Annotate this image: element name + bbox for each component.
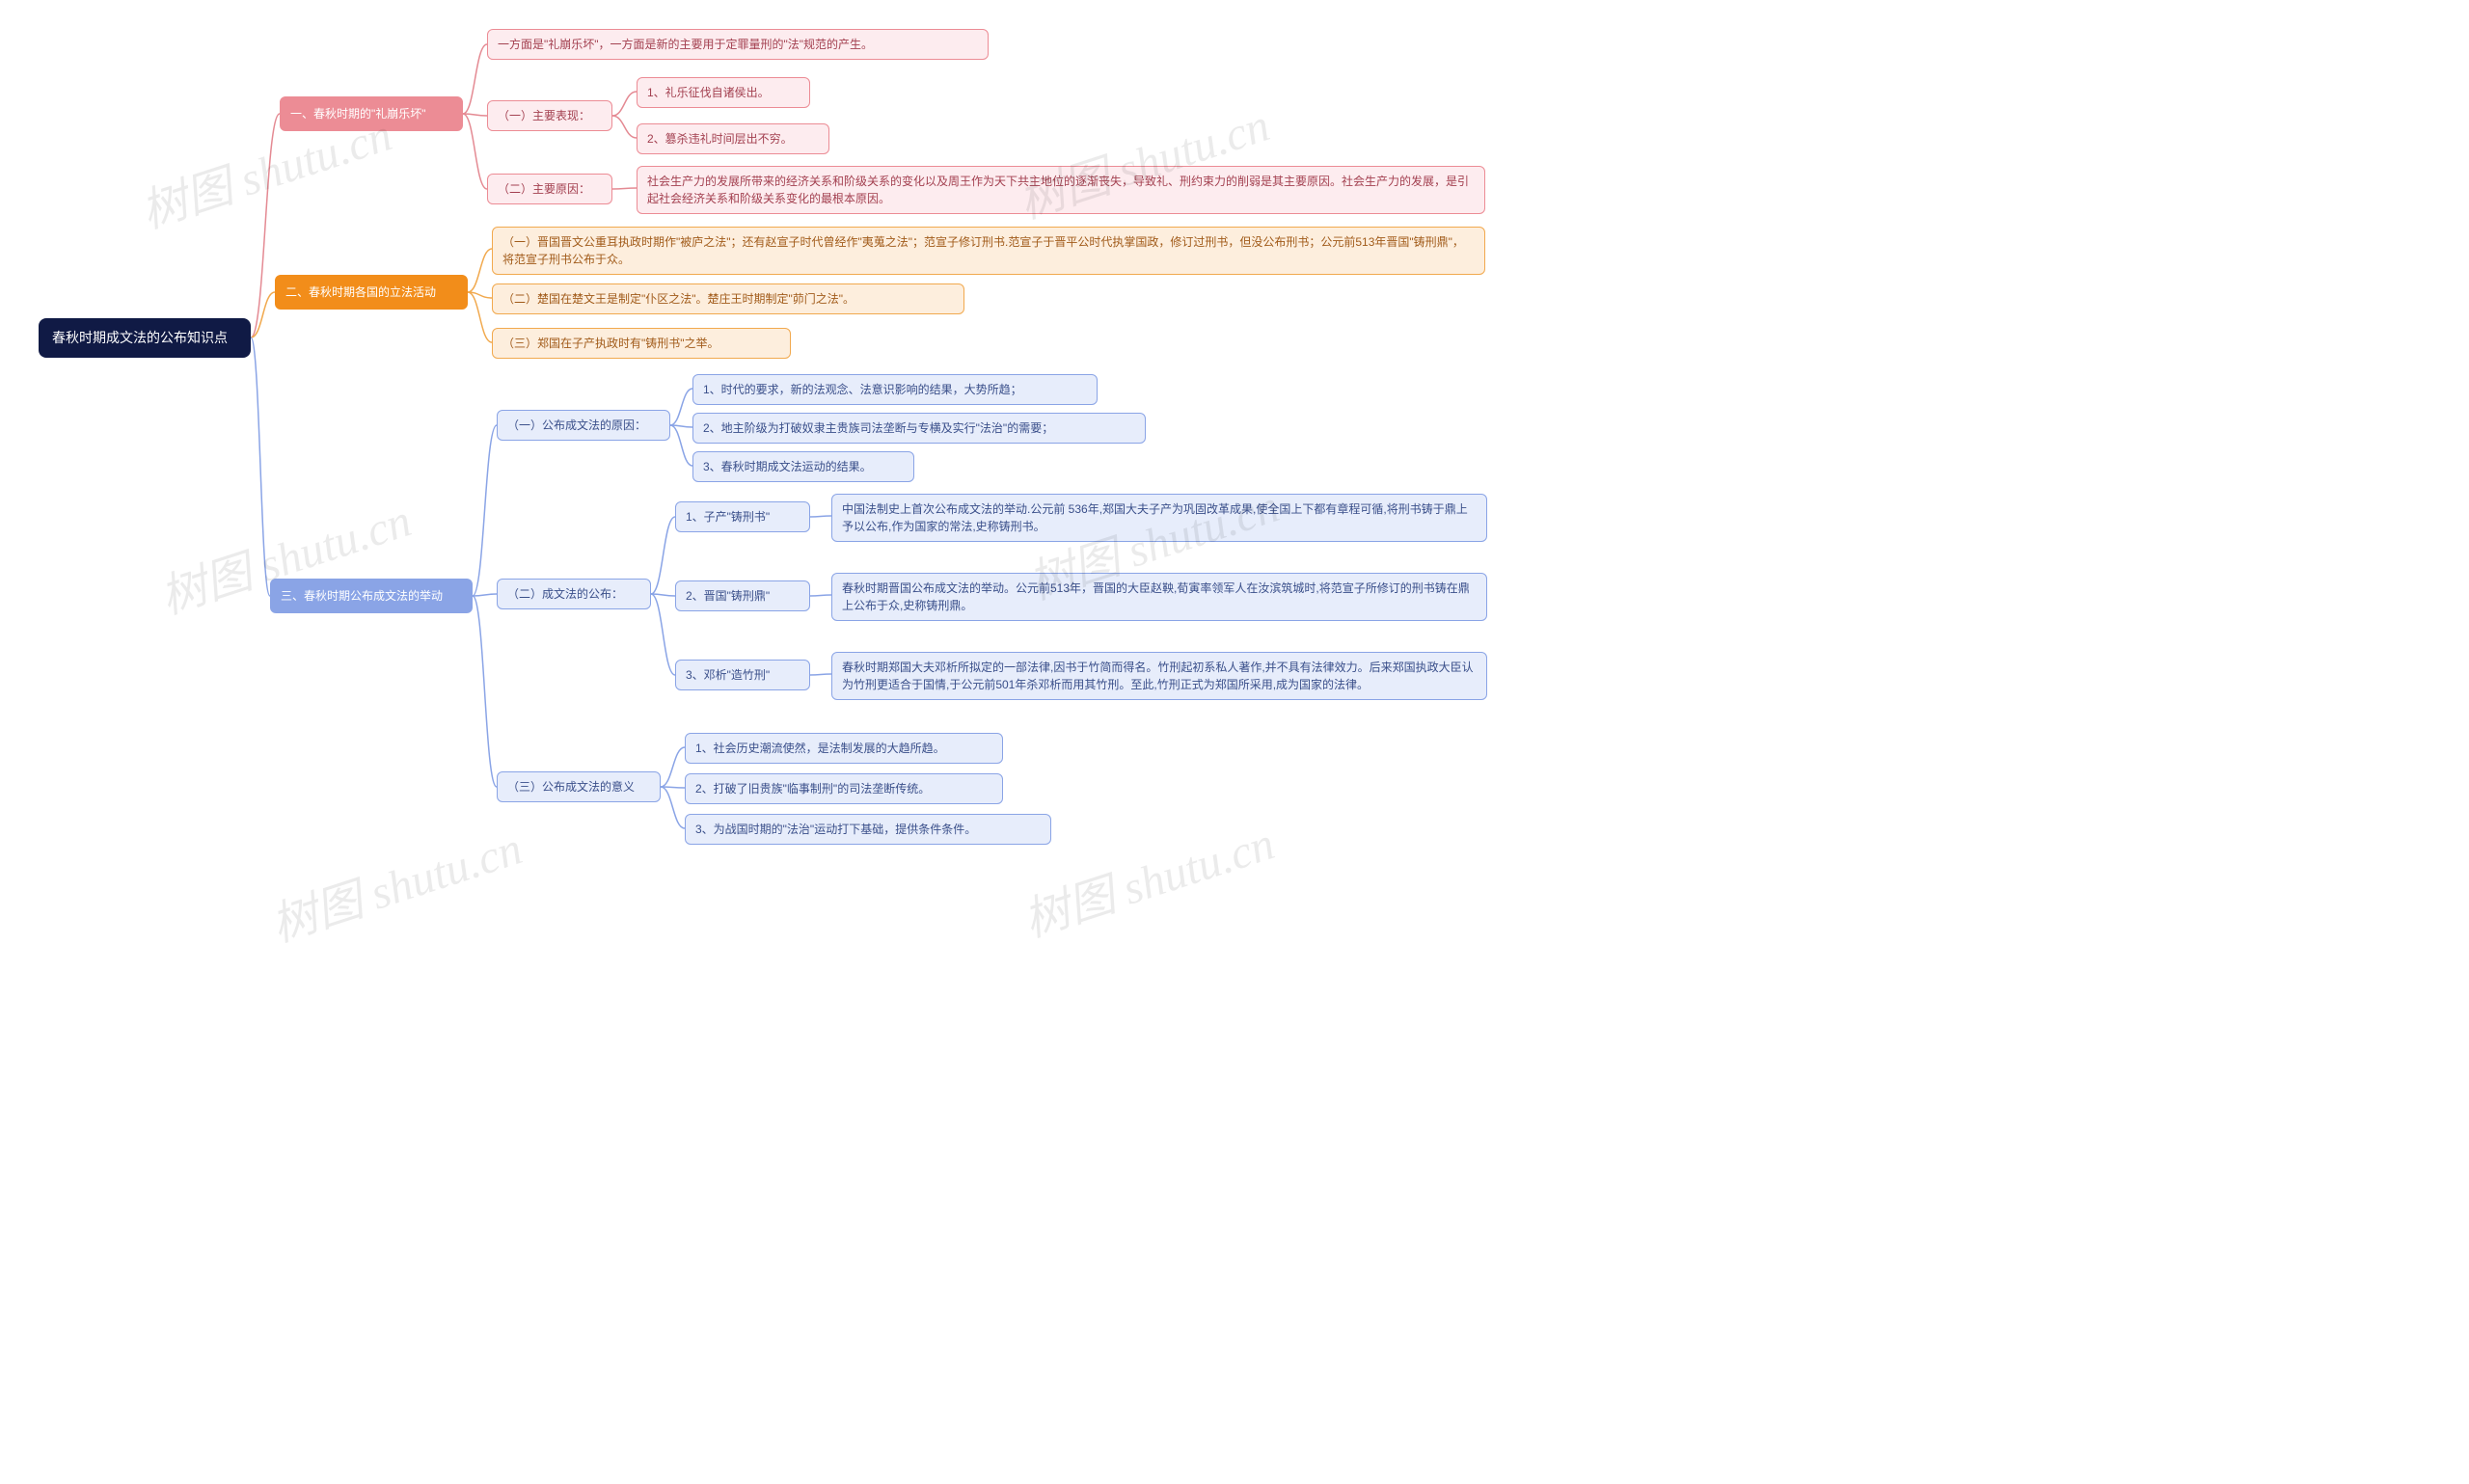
root-node: 春秋时期成文法的公布知识点 bbox=[39, 318, 251, 358]
node-s3b1d: 中国法制史上首次公布成文法的举动.公元前 536年,郑国大夫子产为巩固改革成果,… bbox=[831, 494, 1487, 542]
node-s3a1: 1、时代的要求，新的法观念、法意识影响的结果，大势所趋； bbox=[692, 374, 1098, 405]
node-s2c: （三）郑国在子产执政时有"铸刑书"之举。 bbox=[492, 328, 791, 359]
node-s3c1: 1、社会历史潮流使然，是法制发展的大趋所趋。 bbox=[685, 733, 1003, 764]
node-s3a2: 2、地主阶级为打破奴隶主贵族司法垄断与专横及实行"法治"的需要； bbox=[692, 413, 1146, 444]
node-s3b1: 1、子产"铸刑书" bbox=[675, 501, 810, 532]
node-s2a: （一）晋国晋文公重耳执政时期作"被庐之法"；还有赵宣子时代曾经作"夷蒐之法"；范… bbox=[492, 227, 1485, 275]
mindmap-canvas: 春秋时期成文法的公布知识点 一、春秋时期的"礼崩乐坏" 一方面是"礼崩乐坏"，一方面… bbox=[0, 0, 1505, 918]
node-s3c2: 2、打破了旧贵族"临事制刑"的司法垄断传统。 bbox=[685, 773, 1003, 804]
node-s3: 三、春秋时期公布成文法的举动 bbox=[270, 579, 473, 613]
node-s2: 二、春秋时期各国的立法活动 bbox=[275, 275, 468, 310]
node-s1c: （二）主要原因： bbox=[487, 174, 612, 204]
node-s1a: 一方面是"礼崩乐坏"，一方面是新的主要用于定罪量刑的"法"规范的产生。 bbox=[487, 29, 989, 60]
node-s3b: （二）成文法的公布： bbox=[497, 579, 651, 609]
node-s3b3: 3、邓析"造竹刑" bbox=[675, 660, 810, 690]
watermark: 树图 shutu.cn bbox=[1014, 805, 1282, 950]
node-s1b2: 2、篡杀违礼时间层出不穷。 bbox=[637, 123, 829, 154]
node-s1: 一、春秋时期的"礼崩乐坏" bbox=[280, 96, 463, 131]
node-s3a: （一）公布成文法的原因： bbox=[497, 410, 670, 441]
node-s3c3: 3、为战国时期的"法治"运动打下基础，提供条件条件。 bbox=[685, 814, 1051, 845]
node-s1b1: 1、礼乐征伐自诸侯出。 bbox=[637, 77, 810, 108]
node-s3a3: 3、春秋时期成文法运动的结果。 bbox=[692, 451, 914, 482]
node-s1b: （一）主要表现： bbox=[487, 100, 612, 131]
node-s3b2d: 春秋时期晋国公布成文法的举动。公元前513年，晋国的大臣赵鞅,荀寅率领军人在汝滨… bbox=[831, 573, 1487, 621]
node-s3b2: 2、晋国"铸刑鼎" bbox=[675, 580, 810, 611]
node-s1c1: 社会生产力的发展所带来的经济关系和阶级关系的变化以及周王作为天下共主地位的逐渐丧… bbox=[637, 166, 1485, 214]
node-s3c: （三）公布成文法的意义 bbox=[497, 771, 661, 802]
node-s3b3d: 春秋时期郑国大夫邓析所拟定的一部法律,因书于竹简而得名。竹刑起初系私人著作,并不… bbox=[831, 652, 1487, 700]
node-s2b: （二）楚国在楚文王是制定"仆区之法"。楚庄王时期制定"茆门之法"。 bbox=[492, 283, 964, 314]
watermark: 树图 shutu.cn bbox=[261, 810, 529, 955]
